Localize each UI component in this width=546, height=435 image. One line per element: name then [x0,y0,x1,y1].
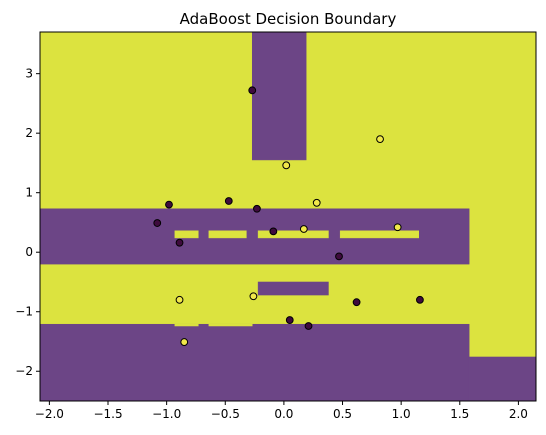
data-point [304,322,313,330]
x-tick-label: 1.0 [392,407,411,421]
y-tick-label: 0 [25,245,33,259]
data-point [269,227,278,236]
decision-region-class1 [208,323,253,327]
chart-title: AdaBoost Decision Boundary [180,10,397,28]
x-tick-label: −1.5 [93,407,122,421]
y-tick-label: −1 [15,305,33,319]
x-tick-label: 2.0 [509,407,528,421]
x-tick-label: −0.5 [211,407,240,421]
data-point [282,161,291,170]
data-point [153,219,162,227]
data-point [416,295,424,304]
data-point [180,338,189,346]
data-point [249,292,258,301]
y-tick-label: −2 [15,364,33,378]
data-point [248,86,257,95]
decision-region-class0 [257,281,329,296]
data-point [253,204,261,213]
decision-region-class1 [339,230,419,239]
y-tick-label: 1 [25,186,33,200]
data-point [352,298,361,307]
data-point [335,252,343,261]
data-point [393,223,402,232]
x-tick-label: 1.5 [450,407,469,421]
x-tick-label: 0.0 [274,407,293,421]
data-point [312,198,321,207]
x-tick-label: −1.0 [152,407,181,421]
data-point [165,200,173,209]
data-point [376,135,384,144]
data-point [175,238,184,247]
data-point [285,316,294,324]
y-tick-label: 3 [25,67,33,81]
plot-frame [39,31,537,402]
x-axis: −2.0 −1.5 −1.0 −0.5 0.0 0.5 1.0 1.5 2.0 [35,401,528,421]
data-point [175,295,184,304]
decision-region-class1 [208,230,247,239]
decision-region-class1 [174,230,199,239]
decision-region-class1 [257,230,329,239]
y-tick-label: 2 [25,126,33,140]
decision-region-class0 [251,31,307,161]
decision-region-class0 [468,356,537,402]
decision-region-class0 [39,323,470,402]
data-point [224,197,233,205]
data-point [299,225,308,233]
y-axis: −2 −1 0 1 2 3 [15,67,40,378]
plot-area [39,31,537,402]
decision-region-class1 [174,323,199,327]
x-tick-label: 0.5 [333,407,352,421]
x-tick-label: −2.0 [35,407,64,421]
